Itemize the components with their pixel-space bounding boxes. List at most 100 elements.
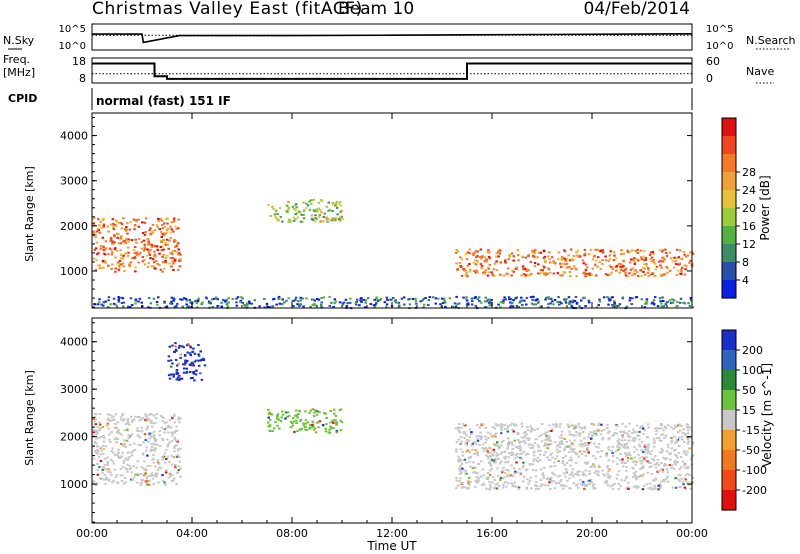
cell-power-data-1 (566, 266, 570, 269)
cbar-seg-3-5 (722, 430, 736, 451)
cell-vel-data-1 (684, 474, 687, 477)
cell-power-data-0 (98, 224, 101, 227)
cell-vel-data-2 (267, 421, 270, 424)
cell-power-data-1 (512, 259, 515, 262)
cbar-tick-label-2-1: 8 (742, 256, 749, 269)
cell-power-data-1 (520, 274, 523, 277)
cell-power-data-1 (640, 274, 643, 277)
cell-power-data-2 (286, 204, 289, 207)
cell-power-data-0 (95, 230, 99, 233)
cell-power-data-1 (582, 271, 586, 274)
cell-vel-data-0 (170, 454, 173, 457)
cell-vel-data-0 (127, 434, 131, 437)
cell-power-data-1 (488, 251, 491, 254)
cell-vel-data-1 (524, 453, 528, 456)
cell-vel-data-1 (665, 468, 669, 471)
cell-power-data-3 (668, 299, 672, 302)
cell-vel-data-1 (466, 450, 470, 452)
cell-vel-data-0 (129, 443, 132, 446)
cell-vel-data-0 (152, 435, 155, 437)
cell-vel-data-1 (654, 487, 657, 490)
cell-vel-data-1 (666, 424, 670, 427)
cell-power-data-1 (675, 263, 678, 266)
cell-vel-data-0 (95, 484, 98, 486)
cell-vel-data-1 (621, 422, 624, 425)
cell-power-data-3 (607, 297, 611, 300)
cell-power-data-3 (134, 302, 137, 305)
cell-vel-data-3 (176, 376, 180, 379)
cell-vel-data-1 (600, 450, 603, 452)
cell-power-data-3 (320, 301, 323, 304)
cell-vel-data-0 (144, 439, 147, 442)
cell-vel-data-0 (173, 421, 176, 424)
cell-power-data-0 (166, 222, 169, 225)
cell-vel-data-1 (684, 433, 688, 436)
cell-power-data-0 (117, 233, 120, 236)
cell-power-data-2 (318, 214, 322, 217)
cell-vel-data-3 (178, 376, 182, 379)
cell-vel-data-1 (608, 430, 611, 433)
cell-vel-data-2 (334, 414, 338, 417)
cell-vel-data-1 (470, 433, 473, 435)
cell-power-data-2 (297, 210, 301, 213)
cell-vel-data-2 (311, 420, 314, 423)
cell-vel-data-1 (498, 462, 502, 465)
cell-power-data-2 (293, 207, 296, 210)
cell-power-data-2 (325, 205, 329, 208)
cell-vel-data-0 (120, 480, 124, 482)
cell-vel-data-1 (502, 469, 505, 472)
cell-power-data-1 (541, 269, 544, 272)
cell-power-data-1 (542, 250, 546, 253)
cell-power-data-0 (95, 241, 99, 244)
cell-vel-data-1 (495, 487, 499, 490)
cell-vel-data-1 (476, 452, 479, 455)
cell-power-data-3 (529, 296, 533, 299)
cell-power-data-3 (520, 299, 524, 302)
cell-power-data-1 (463, 269, 466, 272)
cell-power-data-1 (547, 268, 551, 271)
cell-power-data-3 (366, 297, 370, 300)
cell-power-data-0 (166, 243, 170, 246)
cell-power-data-1 (557, 258, 560, 260)
cell-vel-data-1 (607, 448, 611, 451)
cell-power-data-1 (615, 269, 618, 272)
cell-power-data-2 (267, 204, 270, 206)
cell-power-data-3 (606, 296, 609, 299)
cell-vel-data-1 (584, 483, 587, 486)
cell-power-data-1 (643, 273, 647, 276)
cell-vel-data-0 (96, 468, 100, 471)
cell-power-data-3 (100, 303, 103, 306)
cell-power-data-3 (467, 302, 470, 305)
cell-power-data-3 (679, 297, 683, 300)
cell-vel-data-0 (92, 418, 95, 420)
cell-power-data-3 (266, 305, 270, 308)
cell-vel-data-1 (646, 471, 649, 474)
cell-power-data-0 (133, 246, 137, 248)
cell-vel-data-0 (119, 456, 122, 459)
cell-vel-data-1 (656, 437, 659, 440)
cell-power-data-1 (557, 251, 561, 254)
cell-vel-data-1 (513, 439, 516, 442)
cell-vel-data-1 (461, 451, 464, 454)
ytick-label-power-axes-0: 1000 (60, 265, 88, 278)
cell-vel-data-1 (459, 470, 462, 472)
cell-power-data-1 (655, 265, 659, 268)
cell-vel-data-0 (144, 480, 148, 483)
cell-vel-data-1 (485, 454, 488, 457)
cell-vel-data-0 (96, 432, 99, 435)
cell-power-data-0 (110, 253, 114, 256)
cell-vel-data-1 (628, 435, 632, 438)
cell-vel-data-1 (562, 487, 565, 490)
cell-vel-data-0 (124, 445, 127, 448)
cell-vel-data-1 (590, 422, 594, 425)
cell-vel-data-3 (200, 378, 204, 381)
power-ylabel: Slant Range [km] (23, 166, 36, 262)
cell-vel-data-1 (684, 452, 688, 455)
cell-vel-data-1 (592, 485, 595, 488)
cell-vel-data-1 (657, 427, 661, 430)
cell-vel-data-1 (534, 438, 537, 441)
cell-vel-data-1 (686, 450, 689, 453)
cell-power-data-0 (179, 253, 182, 256)
cell-vel-data-1 (692, 481, 695, 484)
cell-power-data-1 (458, 262, 462, 264)
